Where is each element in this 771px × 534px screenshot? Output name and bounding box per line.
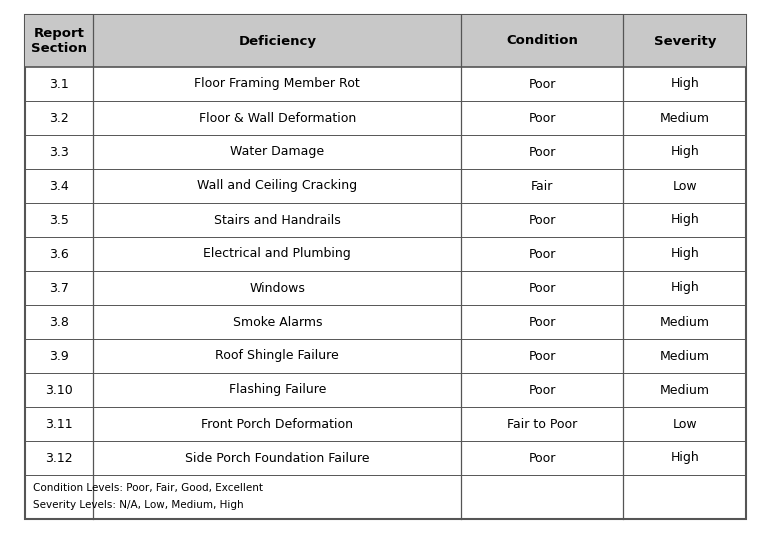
- Text: Floor Framing Member Rot: Floor Framing Member Rot: [194, 77, 360, 90]
- Text: Water Damage: Water Damage: [231, 145, 325, 159]
- Text: Floor & Wall Deformation: Floor & Wall Deformation: [199, 112, 356, 124]
- Text: Medium: Medium: [660, 383, 710, 397]
- Text: 3.12: 3.12: [45, 452, 73, 465]
- Text: High: High: [670, 281, 699, 294]
- Text: Poor: Poor: [529, 77, 556, 90]
- Text: High: High: [670, 77, 699, 90]
- Text: High: High: [670, 247, 699, 261]
- Text: Severity Levels: N/A, Low, Medium, High: Severity Levels: N/A, Low, Medium, High: [33, 500, 244, 510]
- Text: Medium: Medium: [660, 349, 710, 363]
- Text: Report
Section: Report Section: [32, 27, 87, 56]
- Text: Electrical and Plumbing: Electrical and Plumbing: [204, 247, 352, 261]
- Text: Smoke Alarms: Smoke Alarms: [233, 316, 322, 328]
- Text: Wall and Ceiling Cracking: Wall and Ceiling Cracking: [197, 179, 358, 192]
- Text: 3.9: 3.9: [49, 349, 69, 363]
- Text: High: High: [670, 452, 699, 465]
- Text: Deficiency: Deficiency: [238, 35, 316, 48]
- Text: 3.3: 3.3: [49, 145, 69, 159]
- Text: Medium: Medium: [660, 112, 710, 124]
- Text: High: High: [670, 214, 699, 226]
- Text: Poor: Poor: [529, 112, 556, 124]
- Text: 3.4: 3.4: [49, 179, 69, 192]
- Text: High: High: [670, 145, 699, 159]
- Text: Flashing Failure: Flashing Failure: [229, 383, 326, 397]
- Text: Front Porch Deformation: Front Porch Deformation: [201, 418, 353, 430]
- Text: Poor: Poor: [529, 145, 556, 159]
- Text: Condition Levels: Poor, Fair, Good, Excellent: Condition Levels: Poor, Fair, Good, Exce…: [33, 483, 263, 493]
- Text: Low: Low: [672, 179, 697, 192]
- Text: Poor: Poor: [529, 349, 556, 363]
- Text: Poor: Poor: [529, 281, 556, 294]
- Text: 3.8: 3.8: [49, 316, 69, 328]
- Text: 3.11: 3.11: [45, 418, 73, 430]
- Text: 3.7: 3.7: [49, 281, 69, 294]
- Bar: [25, 15, 746, 67]
- Text: 3.5: 3.5: [49, 214, 69, 226]
- Text: Roof Shingle Failure: Roof Shingle Failure: [215, 349, 339, 363]
- Text: Low: Low: [672, 418, 697, 430]
- Text: Side Porch Foundation Failure: Side Porch Foundation Failure: [185, 452, 369, 465]
- Text: Poor: Poor: [529, 452, 556, 465]
- Text: 3.10: 3.10: [45, 383, 73, 397]
- Text: Medium: Medium: [660, 316, 710, 328]
- Text: Severity: Severity: [654, 35, 716, 48]
- Text: Poor: Poor: [529, 247, 556, 261]
- Text: 3.1: 3.1: [49, 77, 69, 90]
- Text: Poor: Poor: [529, 214, 556, 226]
- Text: 3.6: 3.6: [49, 247, 69, 261]
- Text: 3.2: 3.2: [49, 112, 69, 124]
- Text: Windows: Windows: [249, 281, 305, 294]
- Text: Condition: Condition: [507, 35, 578, 48]
- Text: Stairs and Handrails: Stairs and Handrails: [214, 214, 341, 226]
- Text: Fair to Poor: Fair to Poor: [507, 418, 577, 430]
- Text: Poor: Poor: [529, 383, 556, 397]
- Text: Poor: Poor: [529, 316, 556, 328]
- Text: Fair: Fair: [531, 179, 554, 192]
